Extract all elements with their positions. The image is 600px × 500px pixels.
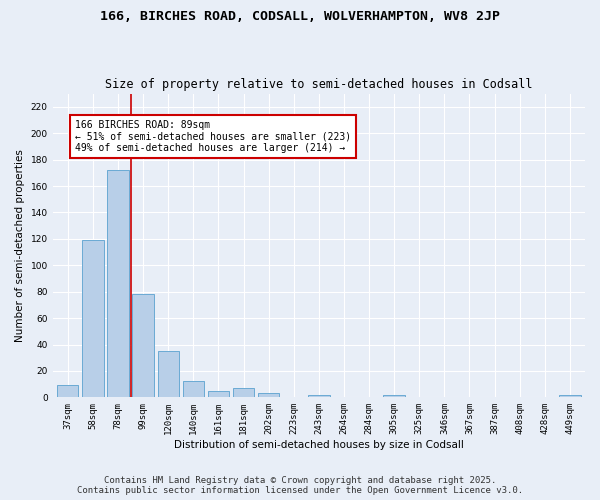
- Bar: [233, 388, 254, 398]
- Text: 166, BIRCHES ROAD, CODSALL, WOLVERHAMPTON, WV8 2JP: 166, BIRCHES ROAD, CODSALL, WOLVERHAMPTO…: [100, 10, 500, 23]
- Bar: [107, 170, 128, 398]
- Bar: [559, 394, 581, 398]
- Bar: [308, 394, 329, 398]
- Text: Contains HM Land Registry data © Crown copyright and database right 2025.
Contai: Contains HM Land Registry data © Crown c…: [77, 476, 523, 495]
- Text: 166 BIRCHES ROAD: 89sqm
← 51% of semi-detached houses are smaller (223)
49% of s: 166 BIRCHES ROAD: 89sqm ← 51% of semi-de…: [75, 120, 352, 153]
- Bar: [208, 390, 229, 398]
- Bar: [383, 394, 405, 398]
- Bar: [158, 351, 179, 398]
- X-axis label: Distribution of semi-detached houses by size in Codsall: Distribution of semi-detached houses by …: [174, 440, 464, 450]
- Bar: [258, 394, 279, 398]
- Bar: [133, 294, 154, 398]
- Bar: [57, 386, 79, 398]
- Y-axis label: Number of semi-detached properties: Number of semi-detached properties: [15, 149, 25, 342]
- Bar: [182, 382, 204, 398]
- Bar: [82, 240, 104, 398]
- Title: Size of property relative to semi-detached houses in Codsall: Size of property relative to semi-detach…: [105, 78, 533, 91]
